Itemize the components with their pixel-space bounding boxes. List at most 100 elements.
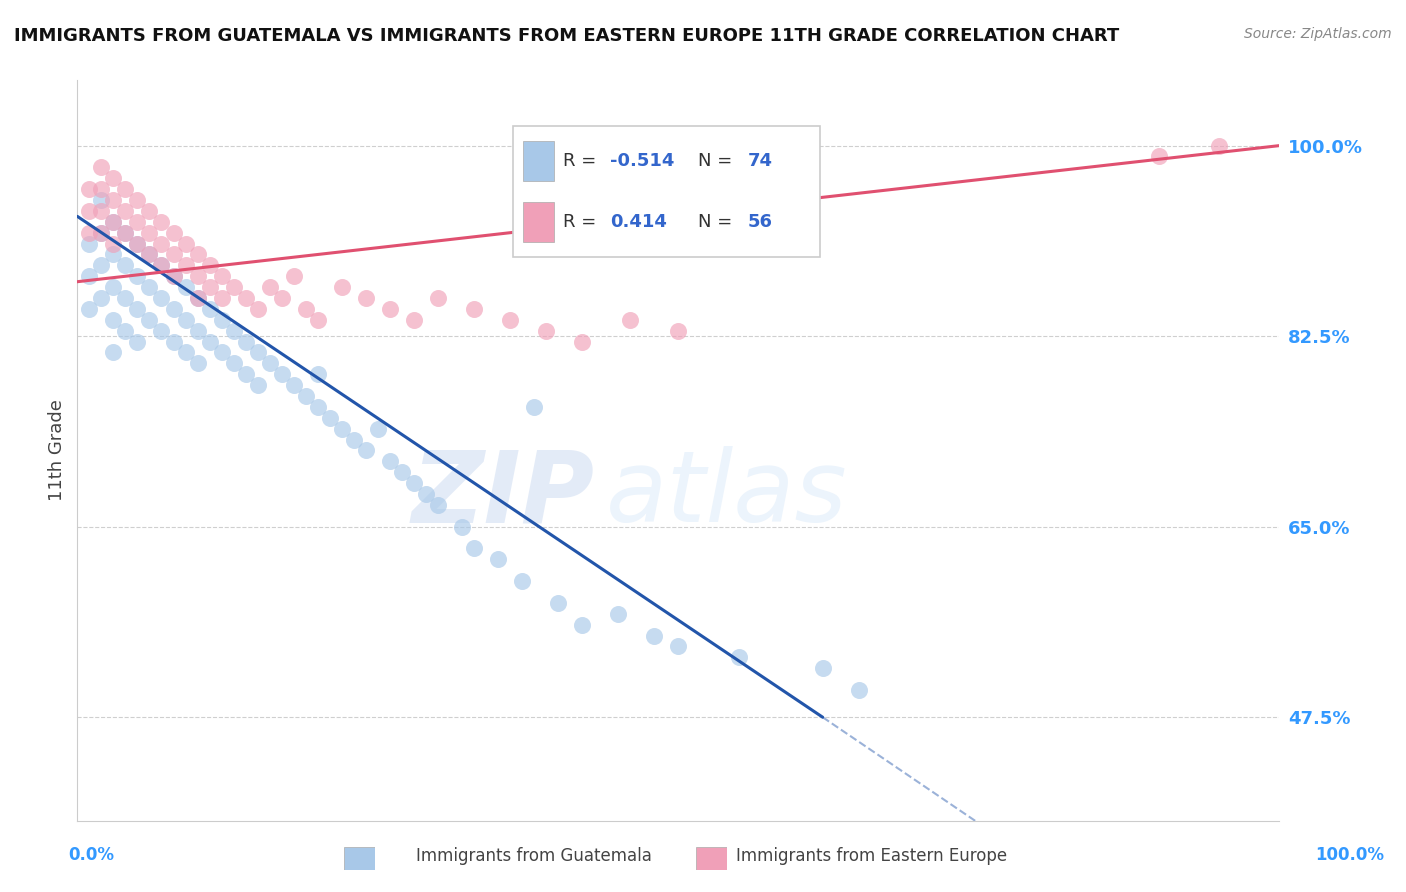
Point bbox=[103, 280, 125, 294]
Point bbox=[307, 400, 329, 414]
Point bbox=[79, 226, 101, 240]
Point bbox=[103, 215, 125, 229]
Y-axis label: 11th Grade: 11th Grade bbox=[48, 400, 66, 501]
Point bbox=[114, 324, 136, 338]
Point bbox=[103, 215, 125, 229]
Text: Source: ZipAtlas.com: Source: ZipAtlas.com bbox=[1244, 27, 1392, 41]
Point bbox=[127, 301, 149, 316]
Point bbox=[211, 345, 233, 359]
Point bbox=[90, 226, 112, 240]
Point bbox=[186, 324, 209, 338]
Point bbox=[283, 378, 305, 392]
Point bbox=[150, 215, 173, 229]
Point bbox=[523, 400, 546, 414]
Point bbox=[186, 247, 209, 261]
Point bbox=[127, 215, 149, 229]
Point bbox=[330, 280, 353, 294]
Point bbox=[114, 226, 136, 240]
Point bbox=[354, 291, 377, 305]
Point bbox=[103, 247, 125, 261]
Point bbox=[186, 269, 209, 284]
Point bbox=[114, 259, 136, 273]
Point bbox=[79, 269, 101, 284]
Point bbox=[319, 410, 342, 425]
Point bbox=[138, 226, 160, 240]
Point bbox=[235, 334, 257, 349]
Point bbox=[378, 454, 401, 468]
Text: 0.0%: 0.0% bbox=[69, 846, 114, 863]
Point bbox=[571, 334, 593, 349]
Point bbox=[114, 182, 136, 196]
Point bbox=[186, 291, 209, 305]
Point bbox=[463, 541, 485, 556]
Point bbox=[330, 422, 353, 436]
Point bbox=[114, 291, 136, 305]
Point bbox=[391, 465, 413, 479]
Point bbox=[607, 607, 630, 621]
Point bbox=[198, 280, 221, 294]
Point bbox=[294, 301, 316, 316]
Point bbox=[1149, 149, 1171, 163]
Point bbox=[198, 334, 221, 349]
Point bbox=[174, 280, 197, 294]
Point bbox=[571, 617, 593, 632]
Point bbox=[402, 313, 425, 327]
Text: IMMIGRANTS FROM GUATEMALA VS IMMIGRANTS FROM EASTERN EUROPE 11TH GRADE CORRELATI: IMMIGRANTS FROM GUATEMALA VS IMMIGRANTS … bbox=[14, 27, 1119, 45]
Point bbox=[90, 291, 112, 305]
Point bbox=[150, 236, 173, 251]
Point bbox=[811, 661, 834, 675]
Point bbox=[378, 301, 401, 316]
Point bbox=[427, 498, 450, 512]
Point bbox=[127, 193, 149, 207]
Point bbox=[138, 280, 160, 294]
Point bbox=[534, 324, 557, 338]
Point bbox=[162, 334, 184, 349]
Point bbox=[211, 269, 233, 284]
Point bbox=[90, 203, 112, 218]
Point bbox=[463, 301, 485, 316]
Point bbox=[103, 345, 125, 359]
Point bbox=[162, 301, 184, 316]
Point bbox=[138, 313, 160, 327]
Point bbox=[103, 171, 125, 186]
Point bbox=[79, 301, 101, 316]
Point bbox=[246, 345, 269, 359]
Point bbox=[150, 259, 173, 273]
Point bbox=[246, 378, 269, 392]
Point bbox=[90, 193, 112, 207]
Point bbox=[79, 182, 101, 196]
Point bbox=[270, 291, 292, 305]
Point bbox=[103, 313, 125, 327]
Point bbox=[138, 247, 160, 261]
Point bbox=[138, 247, 160, 261]
Point bbox=[150, 291, 173, 305]
Point bbox=[211, 313, 233, 327]
Point bbox=[198, 259, 221, 273]
Point bbox=[186, 291, 209, 305]
Point bbox=[114, 203, 136, 218]
Point bbox=[510, 574, 533, 588]
Point bbox=[499, 313, 522, 327]
Point bbox=[127, 236, 149, 251]
Point bbox=[162, 269, 184, 284]
Point bbox=[402, 476, 425, 491]
Point bbox=[283, 269, 305, 284]
Point bbox=[451, 519, 474, 533]
Point bbox=[150, 324, 173, 338]
Point bbox=[222, 356, 245, 370]
Point bbox=[127, 236, 149, 251]
Point bbox=[198, 301, 221, 316]
Point bbox=[103, 193, 125, 207]
Point bbox=[270, 368, 292, 382]
Point bbox=[222, 280, 245, 294]
Point bbox=[222, 324, 245, 338]
Point bbox=[354, 443, 377, 458]
Point bbox=[174, 345, 197, 359]
Point bbox=[235, 368, 257, 382]
Point bbox=[174, 259, 197, 273]
Point bbox=[127, 334, 149, 349]
Point bbox=[367, 422, 389, 436]
Point bbox=[174, 236, 197, 251]
Point bbox=[415, 487, 437, 501]
Text: ZIP: ZIP bbox=[411, 446, 595, 543]
